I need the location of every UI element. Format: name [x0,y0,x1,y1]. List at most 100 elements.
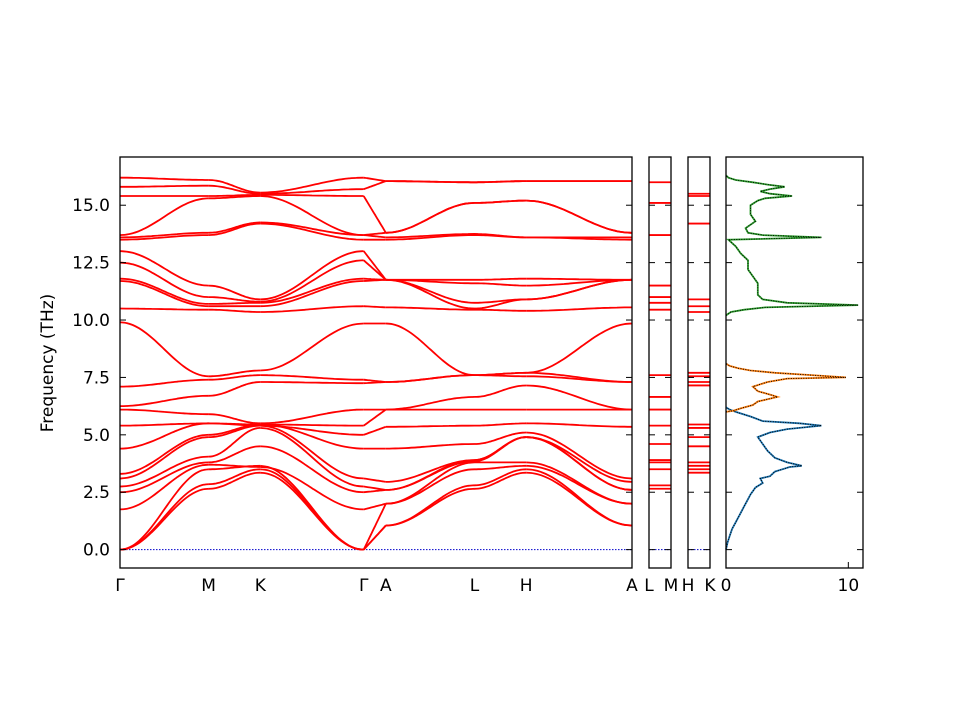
y-axis-label: Frequency (THz) [38,294,58,433]
band-18-segment-6 [526,277,632,281]
band-22-segment-6 [526,199,633,234]
band-19-segment-0 [119,234,209,241]
band-21-segment-0 [119,197,209,236]
y-tick-label-3: 7.5 [83,368,110,388]
band-12-segment-4 [385,374,475,383]
band-16-segment-1 [208,301,261,305]
y-tick-label-5: 12.5 [72,254,110,274]
band-0-segment-0 [119,487,209,551]
band-10-segment-2 [260,408,364,425]
frequency-axis: 0.0 2.5 5.0 7.5 10.0 12.5 15.0 [72,196,110,560]
band-18-segment-1 [208,284,261,301]
kpoint-label-1: M [201,576,216,596]
band-14-segment-4 [385,306,475,311]
band-21-segment-2 [260,195,364,236]
band-8-segment-6 [526,422,633,428]
dos-x-tick-label-1: 10 [838,576,860,596]
segment-l-m-label-end: M [664,576,679,596]
band-13-segment-5 [474,371,527,376]
band-23-segment-2 [260,188,364,195]
band-17-segment-5 [474,282,527,287]
kpoint-label-2: K [255,576,267,596]
band-14-segment-6 [526,306,632,312]
kpoint-label-7: A [626,576,638,596]
band-10-segment-6 [526,384,633,411]
band-7-segment-4 [385,443,475,450]
band-11-segment-2 [260,381,364,385]
band-8-segment-2 [260,424,364,436]
band-3-segment-6 [526,461,633,505]
band-11-segment-0 [119,394,209,407]
band-6-segment-6 [526,436,633,483]
y-tick-label-1: 2.5 [83,483,110,503]
band-4-segment-0 [119,461,209,494]
band-15-segment-2 [260,280,364,308]
band-8-segment-gamma-a [363,425,387,436]
band-1-segment-5 [474,468,527,487]
band-1-segment-gamma-a [363,524,387,551]
band-20-segment-0 [119,231,209,239]
band-24-segment-4 [385,180,475,184]
band-1-segment-0 [119,483,209,551]
band-9-segment-2 [260,423,364,427]
kpoint-label-4: A [380,576,392,596]
band-17-segment-2 [260,259,364,303]
band-9-segment-0 [119,422,209,427]
band-13-segment-2 [260,322,364,372]
phonon-dos-panel: 0 10 [721,156,864,596]
band-5-segment-gamma-a [363,485,386,491]
band-20-segment-2 [260,221,364,236]
band-8-segment-0 [119,422,209,450]
band-10-segment-0 [120,408,209,416]
dos-series-1 [725,362,846,413]
dos-x-tick-label-0: 0 [721,576,732,596]
band-16-segment-4 [385,278,475,304]
band-0-segment-4 [385,487,475,527]
band-2-segment-2 [260,464,364,551]
band-14-segment-1 [208,308,261,313]
band-24-segment-gamma-a [363,176,386,182]
band-6-segment-gamma-a [363,477,386,483]
band-16-segment-2 [260,277,364,304]
band-1-segment-4 [385,484,475,527]
band-6-segment-4 [385,459,475,483]
band-5-segment-2 [260,427,364,488]
band-7-segment-6 [526,431,633,480]
y-tick-label-0: 0.0 [83,541,110,561]
dos-total-overlay-0 [725,406,822,550]
band-22-segment-2 [260,193,364,197]
band-10-segment-1 [208,413,261,425]
band-10-segment-4 [385,396,475,411]
band-2-segment-5 [474,464,527,471]
segment-l-m-frame [648,156,672,569]
band-8-segment-5 [474,422,527,427]
y-tick-label-4: 10.0 [72,311,110,331]
band-18-segment-0 [119,250,209,287]
band-1-segment-6 [526,468,633,527]
band-3-segment-4 [385,461,475,505]
band-17-segment-1 [208,296,261,303]
band-24-segment-0 [120,176,209,181]
y-tick-label-6: 15.0 [72,196,110,216]
y-tick-label-2: 5.0 [83,426,110,446]
band-22-segment-5 [474,199,527,204]
band-23-segment-gamma-a [363,180,387,190]
segment-h-k-label-end: K [704,576,716,596]
band-17-segment-gamma-a [363,259,387,281]
band-9-segment-gamma-a [363,408,387,427]
band-3-segment-0 [119,463,209,511]
kpoint-label-5: L [470,576,480,596]
band-11-segment-1 [208,381,261,397]
band-1-segment-2 [260,468,364,551]
band-5-segment-1 [208,427,261,458]
band-6-segment-5 [474,436,527,461]
band-19-segment-1 [208,222,261,236]
band-2-segment-0 [119,468,209,551]
band-16-segment-gamma-a [363,277,386,281]
band-13-segment-4 [385,322,475,376]
band-16-segment-0 [119,277,209,305]
segment-l-m-label-start: L [644,576,654,596]
band-14-segment-5 [474,308,527,312]
band-19-segment-2 [260,222,364,241]
